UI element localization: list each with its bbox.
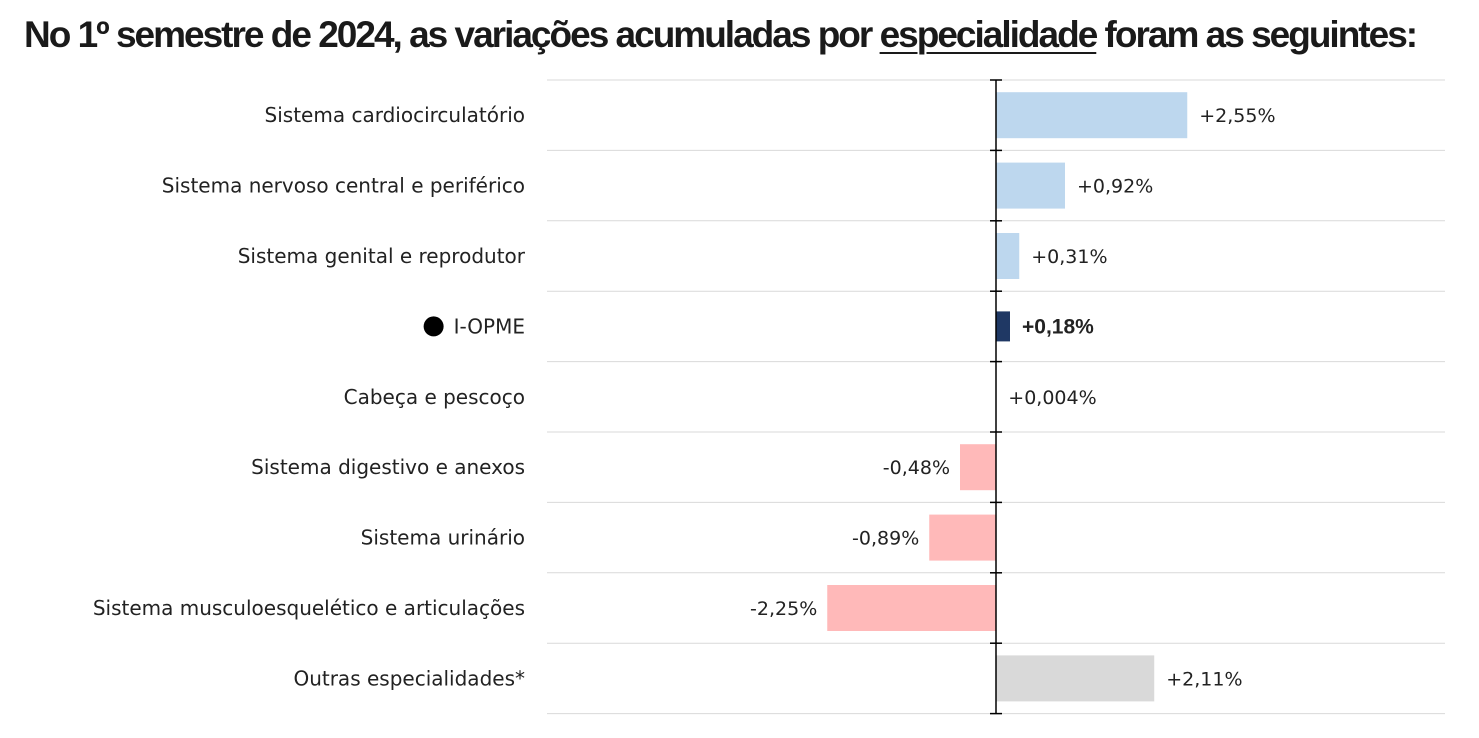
category-label: Cabeça e pescoço bbox=[344, 385, 525, 409]
bar-2 bbox=[996, 233, 1020, 279]
category-label: Sistema digestivo e anexos bbox=[251, 455, 525, 479]
category-label: Sistema cardiocirculatório bbox=[265, 103, 525, 127]
category-label: Sistema musculoesquelético e articulaçõe… bbox=[93, 596, 525, 620]
chart-title: No 1º semestre de 2024, as variações acu… bbox=[24, 10, 1419, 60]
bar-0 bbox=[996, 92, 1188, 139]
value-label: +2,55% bbox=[1199, 105, 1275, 127]
category-label: Sistema genital e reprodutor bbox=[238, 244, 526, 268]
value-label: -0,89% bbox=[852, 528, 919, 550]
value-label: +0,18% bbox=[1022, 315, 1094, 338]
value-label: +0,92% bbox=[1077, 176, 1153, 198]
category-label: Sistema nervoso central e periférico bbox=[162, 174, 525, 198]
labels: Sistema cardiocirculatório +2,55% Sistema … bbox=[93, 103, 1276, 690]
chart-title-prefix: No 1º semestre de 2024, as variações acu… bbox=[24, 14, 880, 55]
zero-axis bbox=[990, 79, 1002, 715]
highlight-marker bbox=[423, 316, 444, 337]
chart-title-emphasis: especialidade bbox=[879, 14, 1099, 55]
bar-6 bbox=[929, 514, 996, 561]
value-label: +2,11% bbox=[1166, 668, 1242, 690]
value-label: -0,48% bbox=[883, 457, 950, 479]
bar-8 bbox=[996, 655, 1155, 702]
bar-3 bbox=[996, 311, 1010, 342]
bars bbox=[827, 92, 1188, 702]
category-label: Sistema urinário bbox=[361, 526, 525, 550]
chart-title-suffix: foram as seguintes: bbox=[1096, 14, 1419, 55]
value-label: +0,004% bbox=[1008, 387, 1096, 409]
bar-1 bbox=[996, 162, 1065, 209]
category-label: Outras especialidades* bbox=[293, 666, 525, 690]
bar-5 bbox=[960, 444, 996, 491]
value-label: -2,25% bbox=[750, 598, 817, 620]
bar-7 bbox=[827, 585, 996, 631]
value-label: +0,31% bbox=[1031, 246, 1107, 268]
category-label: I-OPME bbox=[454, 314, 525, 338]
